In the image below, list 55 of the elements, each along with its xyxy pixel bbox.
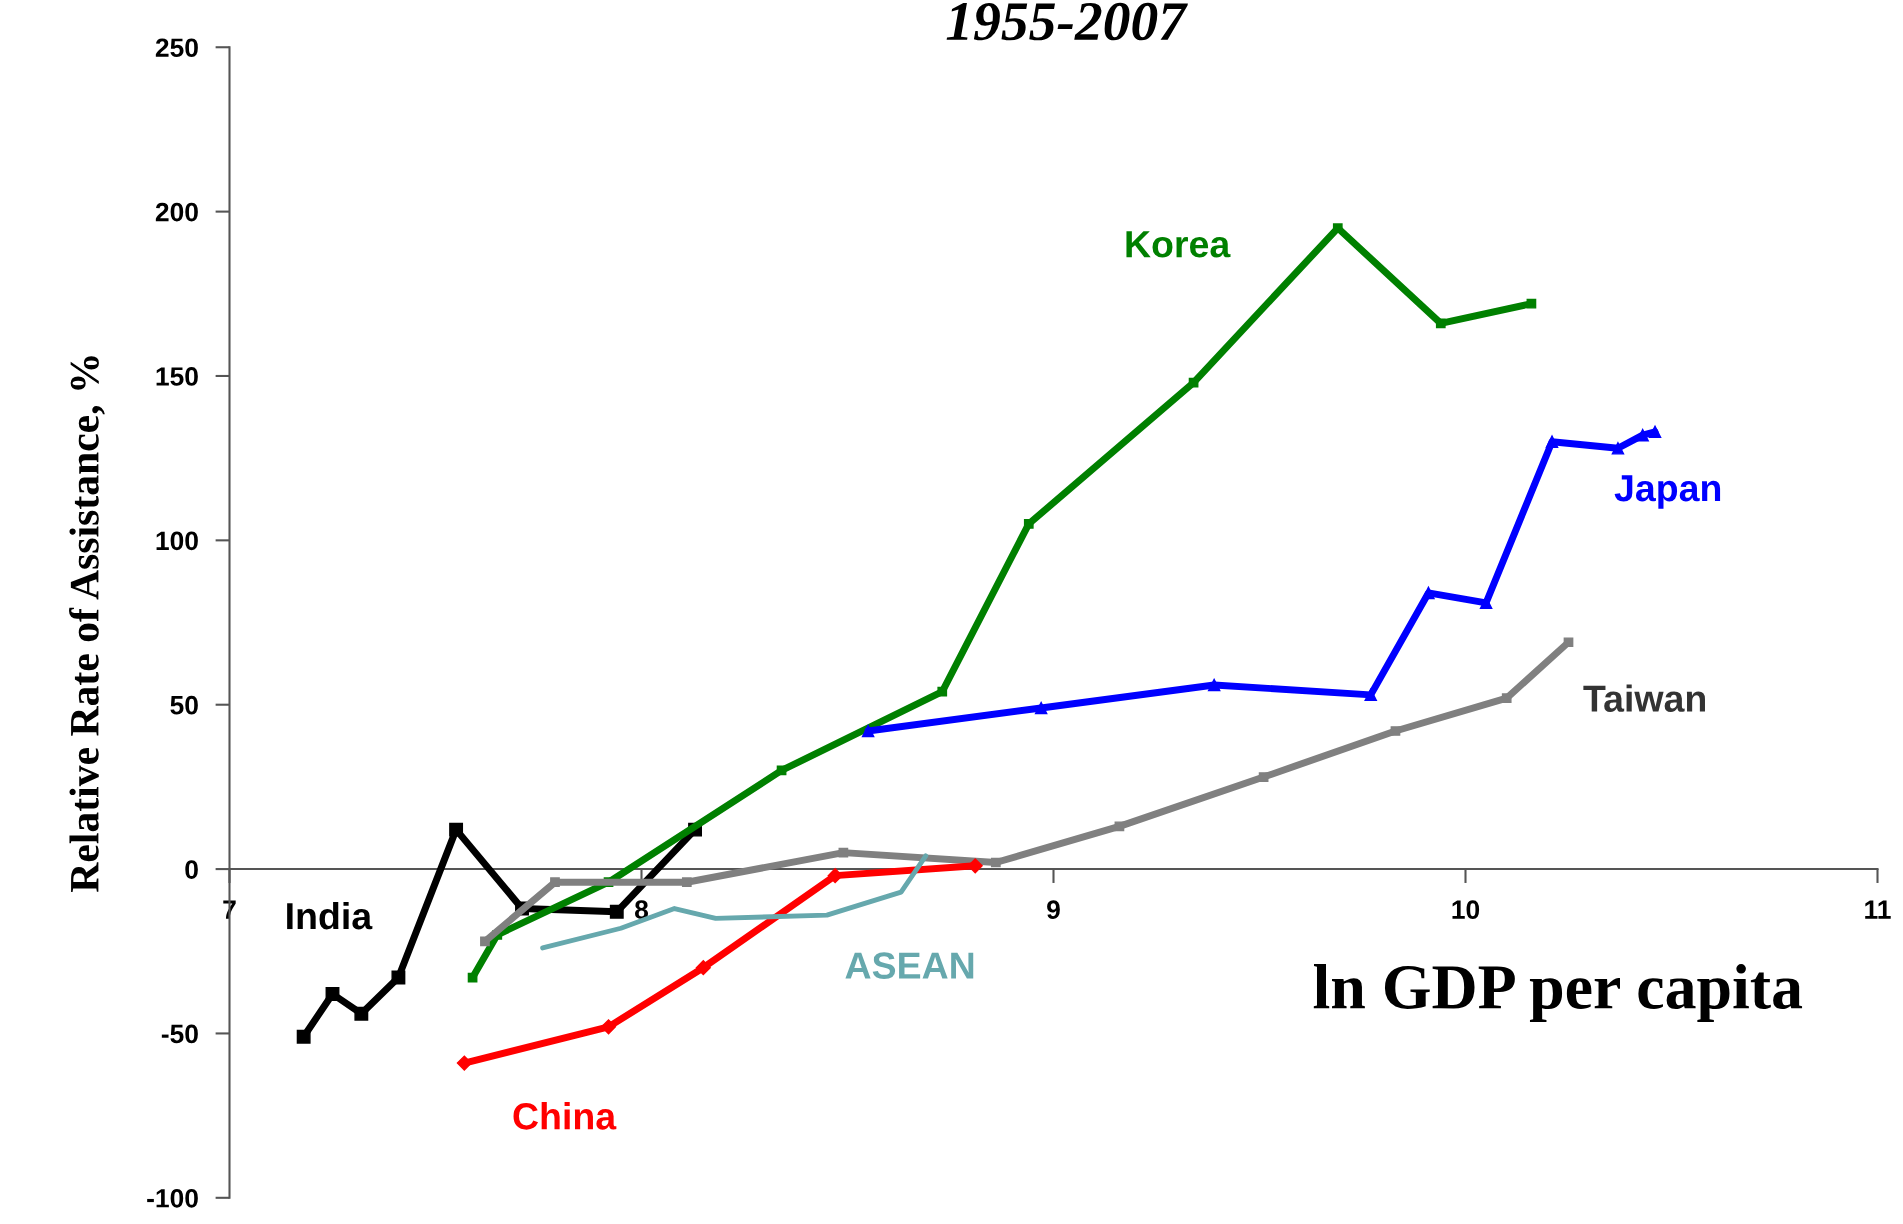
point — [1114, 821, 1125, 832]
point — [1636, 428, 1649, 442]
y-tick-label: 50 — [170, 695, 198, 715]
series-label: China — [513, 1102, 617, 1130]
point — [1023, 519, 1034, 529]
point — [861, 724, 875, 738]
point — [1563, 637, 1574, 648]
point — [937, 686, 948, 697]
series-label: Taiwan — [1583, 684, 1705, 712]
point — [990, 857, 1001, 868]
point — [354, 1006, 369, 1021]
y-tick-label: 200 — [155, 202, 198, 222]
point — [681, 877, 692, 888]
point — [391, 970, 406, 985]
y-tick-label: 150 — [156, 367, 198, 386]
series-label: India — [287, 901, 373, 930]
y-tick-label: 0 — [185, 860, 198, 879]
line-series — [540, 853, 929, 951]
point — [480, 936, 490, 947]
point — [695, 960, 711, 976]
x-tick-label: 10 — [1452, 900, 1480, 920]
y-tick-label: -100 — [147, 1188, 198, 1208]
point — [1258, 772, 1269, 782]
point — [325, 987, 340, 1001]
y-tick-label: 250 — [155, 38, 198, 58]
x-tick-label: 9 — [1047, 900, 1060, 920]
point — [449, 822, 464, 837]
point — [1545, 435, 1559, 448]
point — [296, 1029, 311, 1044]
point — [827, 868, 843, 884]
point — [1526, 298, 1537, 309]
y-axis-title: Relative Rate of Assistance, % — [69, 356, 105, 893]
x-axis-title: ln GDP per capita — [1313, 964, 1803, 1022]
point — [600, 1019, 617, 1035]
point — [1611, 442, 1625, 455]
point — [550, 877, 560, 888]
chart-title: 1955-2007 — [946, 2, 1188, 41]
series-label: ASEAN — [845, 952, 974, 979]
series-label: Japan — [1614, 475, 1721, 509]
point — [1364, 688, 1377, 702]
y-tick-label: 100 — [156, 531, 198, 551]
point — [1479, 596, 1493, 610]
point — [1648, 425, 1662, 439]
x-tick-label: 11 — [1865, 900, 1891, 919]
point — [1501, 693, 1512, 703]
y-tick-label: -50 — [161, 1024, 198, 1044]
series-label: Korea — [1126, 231, 1231, 258]
point — [609, 904, 624, 919]
point — [1034, 701, 1048, 715]
point — [1390, 726, 1401, 736]
x-tick-label: 8 — [635, 900, 649, 920]
point — [1207, 678, 1221, 692]
point — [1435, 318, 1446, 329]
point — [1422, 586, 1435, 600]
point — [456, 1055, 472, 1071]
